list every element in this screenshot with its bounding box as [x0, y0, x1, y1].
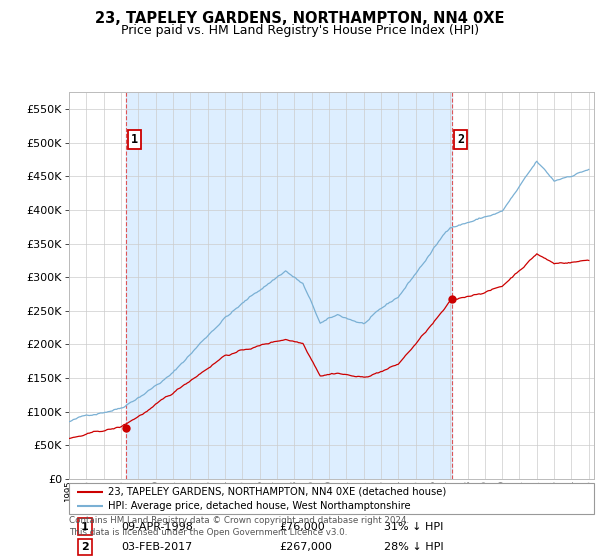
Text: £76,000: £76,000 — [279, 521, 325, 531]
Text: 2: 2 — [81, 542, 89, 552]
Text: 31% ↓ HPI: 31% ↓ HPI — [384, 521, 443, 531]
Text: 2: 2 — [457, 133, 464, 146]
Text: 23, TAPELEY GARDENS, NORTHAMPTON, NN4 0XE: 23, TAPELEY GARDENS, NORTHAMPTON, NN4 0X… — [95, 11, 505, 26]
Text: This data is licensed under the Open Government Licence v3.0.: This data is licensed under the Open Gov… — [69, 528, 347, 536]
Text: Contains HM Land Registry data © Crown copyright and database right 2024.: Contains HM Land Registry data © Crown c… — [69, 516, 409, 525]
Text: Price paid vs. HM Land Registry's House Price Index (HPI): Price paid vs. HM Land Registry's House … — [121, 24, 479, 37]
Text: HPI: Average price, detached house, West Northamptonshire: HPI: Average price, detached house, West… — [109, 501, 411, 511]
Text: 23, TAPELEY GARDENS, NORTHAMPTON, NN4 0XE (detached house): 23, TAPELEY GARDENS, NORTHAMPTON, NN4 0X… — [109, 487, 446, 497]
Bar — [125, 92, 452, 479]
Text: 09-APR-1998: 09-APR-1998 — [121, 521, 193, 531]
Text: £267,000: £267,000 — [279, 542, 332, 552]
Text: 1: 1 — [131, 133, 138, 146]
Text: 03-FEB-2017: 03-FEB-2017 — [121, 542, 193, 552]
Text: 1: 1 — [81, 521, 89, 531]
FancyBboxPatch shape — [69, 483, 594, 514]
Text: 28% ↓ HPI: 28% ↓ HPI — [384, 542, 443, 552]
